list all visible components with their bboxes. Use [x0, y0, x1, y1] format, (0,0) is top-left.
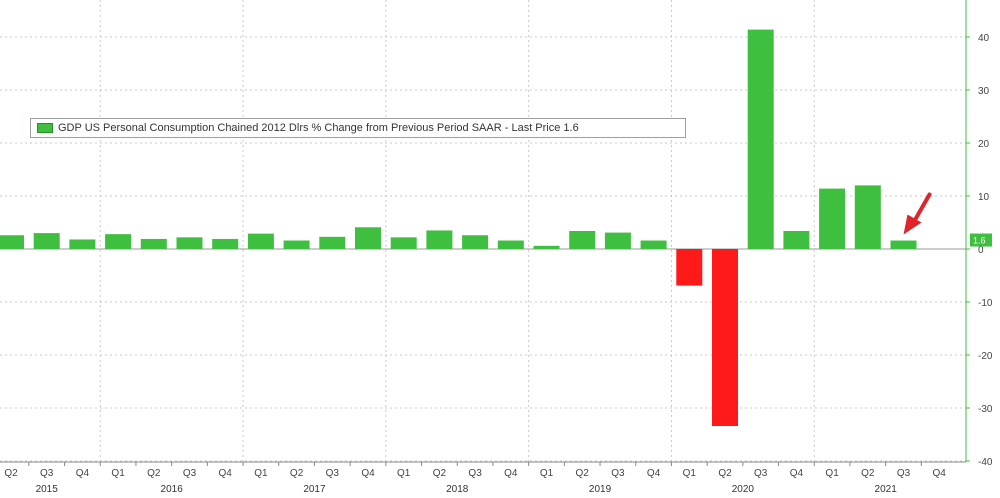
x-tick-label: Q3 [754, 468, 768, 479]
bar [69, 239, 96, 249]
bar [390, 237, 417, 249]
bar [319, 236, 346, 249]
bar [819, 188, 846, 249]
y-tick-label: 10 [978, 192, 990, 203]
y-tick-label: -40 [978, 457, 993, 468]
bar [105, 234, 132, 249]
year-label: 2020 [732, 484, 755, 495]
x-tick-label: Q3 [611, 468, 625, 479]
y-tick-label: -30 [978, 404, 993, 415]
x-tick-label: Q2 [718, 468, 732, 479]
x-tick-label: Q4 [361, 468, 375, 479]
x-tick-label: Q3 [40, 468, 54, 479]
bar [497, 240, 524, 249]
year-label: 2019 [589, 484, 612, 495]
bar [533, 245, 560, 249]
bar [355, 227, 381, 249]
last-price-badge [970, 233, 992, 247]
x-tick-label: Q2 [4, 468, 18, 479]
y-tick-label: 0 [978, 245, 984, 256]
bar [283, 240, 310, 249]
x-tick-label: Q1 [825, 468, 839, 479]
bar [212, 238, 239, 249]
x-tick-label: Q4 [933, 468, 947, 479]
bar [0, 235, 24, 249]
annotations [903, 192, 932, 235]
grid-lines [0, 0, 966, 462]
bar [783, 230, 810, 249]
y-axis: 40 30 20 10 0 -10 -20 -30 -40 1.6 [965, 0, 993, 468]
legend-swatch [37, 123, 53, 133]
legend-label: GDP US Personal Consumption Chained 2012… [58, 122, 579, 134]
x-tick-label: Q4 [504, 468, 518, 479]
bar [176, 237, 203, 249]
x-tick-label: Q4 [219, 468, 233, 479]
bar [140, 238, 167, 249]
y-tick-label: 30 [978, 86, 990, 97]
bar [426, 230, 453, 249]
bar [712, 249, 738, 427]
x-tick-label: Q1 [683, 468, 697, 479]
x-tick-label: Q4 [790, 468, 804, 479]
bar [569, 230, 596, 249]
x-tick-label: Q3 [897, 468, 911, 479]
bar [640, 240, 667, 249]
y-tick-label: -10 [978, 298, 993, 309]
arrow-head [903, 214, 922, 235]
year-label: 2015 [36, 484, 59, 495]
x-tick-label: Q2 [861, 468, 875, 479]
x-tick-label: Q2 [290, 468, 304, 479]
x-tick-label: Q3 [326, 468, 340, 479]
x-tick-label: Q3 [183, 468, 197, 479]
x-tick-label: Q1 [540, 468, 554, 479]
arrow-shaft [911, 192, 932, 225]
x-tick-label: Q1 [397, 468, 411, 479]
bars [0, 29, 917, 427]
y-tick-label: 20 [978, 139, 990, 150]
bar [33, 233, 60, 249]
y-tick-label: 40 [978, 33, 990, 44]
year-label: 2018 [446, 484, 469, 495]
bar [462, 235, 489, 249]
x-tick-label: Q2 [433, 468, 447, 479]
year-label: 2021 [875, 484, 898, 495]
x-tick-label: Q4 [647, 468, 661, 479]
x-tick-label: Q3 [468, 468, 482, 479]
bar [747, 29, 774, 249]
x-tick-label: Q1 [254, 468, 268, 479]
bar [604, 232, 631, 249]
x-tick-label: Q1 [111, 468, 125, 479]
x-tick-label: Q4 [76, 468, 90, 479]
year-label: 2017 [303, 484, 326, 495]
year-label: 2016 [161, 484, 184, 495]
last-price-label: 1.6 [973, 236, 986, 246]
bar [854, 185, 881, 249]
y-tick-label: -20 [978, 351, 993, 362]
bar [247, 233, 274, 249]
bar [890, 240, 917, 249]
bar [676, 249, 703, 286]
x-tick-label: Q2 [147, 468, 161, 479]
x-tick-label: Q2 [576, 468, 590, 479]
x-axis: Q2 Q3 Q4 Q1 Q2 Q3 Q4 Q1 Q2 Q3 Q4 Q1 Q2 Q3 Q4 Q1 Q2 Q3 Q4 Q1… [0, 461, 966, 495]
legend: GDP US Personal Consumption Chained 2012… [30, 118, 686, 138]
